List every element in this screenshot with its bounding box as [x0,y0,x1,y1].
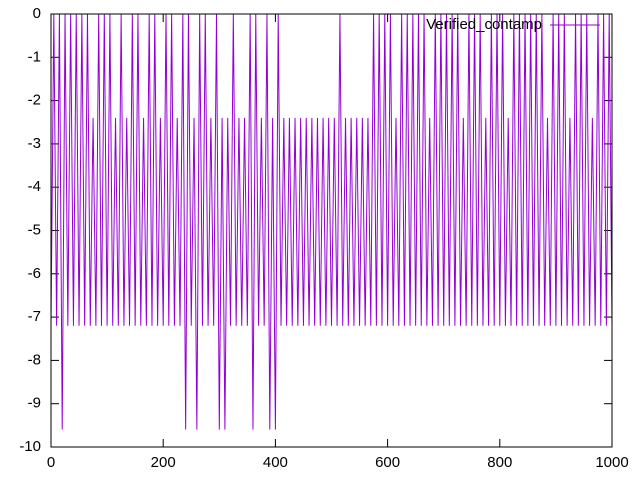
y-tick-label: -7 [28,308,41,325]
y-tick-label: 0 [33,5,41,22]
x-tick-label: 600 [375,454,400,471]
x-tick-label: 1000 [595,454,628,471]
y-tick-label: -8 [28,351,41,368]
x-tick-label: 200 [151,454,176,471]
data-line [50,13,613,430]
x-tick-label: 400 [263,454,288,471]
y-tick-label: -1 [28,48,41,65]
y-tick-label: -2 [28,92,41,109]
legend-label: Verified_contamp [426,16,542,33]
x-tick-label: 0 [47,454,55,471]
plot-frame [50,13,613,448]
x-tick-label: 800 [487,454,512,471]
y-tick-label: -6 [28,265,41,282]
y-tick-label: -5 [28,221,41,238]
y-tick-label: -3 [28,135,41,152]
y-tick-label: -4 [28,178,41,195]
y-tick-label: -9 [28,395,41,412]
y-tick-label: -10 [19,438,41,455]
